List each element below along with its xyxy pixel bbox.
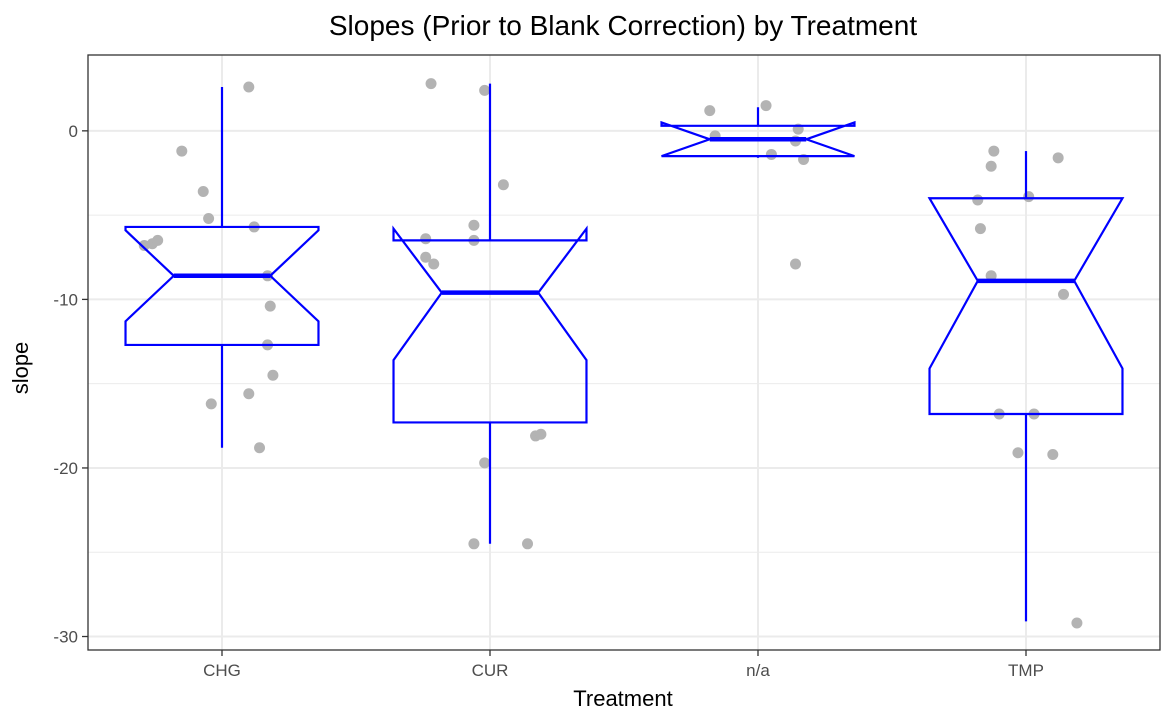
data-point xyxy=(176,145,188,157)
data-point xyxy=(420,233,432,245)
x-tick-label: CUR xyxy=(472,661,509,680)
data-point xyxy=(972,194,984,206)
data-point xyxy=(428,258,440,270)
data-point xyxy=(468,219,480,231)
data-point xyxy=(468,538,480,550)
data-point xyxy=(205,398,217,410)
data-point xyxy=(497,179,509,191)
data-point xyxy=(704,105,716,117)
y-axis-title: slope xyxy=(8,342,33,395)
data-point xyxy=(1058,288,1070,300)
boxplot-na xyxy=(660,107,856,158)
data-point xyxy=(203,212,215,224)
data-point xyxy=(1012,447,1024,459)
data-point xyxy=(1047,448,1059,460)
data-point xyxy=(243,388,255,400)
data-point xyxy=(790,258,802,270)
grid xyxy=(88,55,1160,650)
data-point xyxy=(985,160,997,172)
data-point xyxy=(254,442,266,454)
data-point xyxy=(1052,152,1064,164)
boxplot-chg xyxy=(124,87,320,448)
data-point xyxy=(988,145,1000,157)
axes: 0 -10 -20 -30 CHG CUR n/a TMP xyxy=(53,122,1044,680)
data-point xyxy=(522,538,534,550)
data-point xyxy=(535,428,547,440)
y-tick-label: -10 xyxy=(53,290,78,309)
jitter-points xyxy=(138,78,1083,629)
data-point xyxy=(264,300,276,312)
y-tick-label: -30 xyxy=(53,628,78,647)
data-point xyxy=(425,78,437,90)
x-tick-label: CHG xyxy=(203,661,241,680)
data-point xyxy=(974,223,986,235)
notched-box xyxy=(124,225,320,347)
boxplot-cur xyxy=(392,83,588,544)
data-point xyxy=(985,270,997,282)
data-point xyxy=(420,251,432,263)
notched-box xyxy=(392,225,588,424)
notched-box xyxy=(927,197,1125,416)
x-tick-label: n/a xyxy=(746,661,770,680)
data-point xyxy=(765,148,777,160)
x-axis-title: Treatment xyxy=(573,686,672,711)
data-point xyxy=(479,457,491,469)
boxplot-tmp xyxy=(927,151,1125,622)
data-point xyxy=(1071,617,1083,629)
y-tick-label: -20 xyxy=(53,459,78,478)
x-tick-label: TMP xyxy=(1008,661,1044,680)
panel-border xyxy=(87,54,1161,651)
data-point xyxy=(267,369,279,381)
data-point xyxy=(479,84,491,96)
data-point xyxy=(243,81,255,93)
data-point xyxy=(760,100,772,112)
data-point xyxy=(152,234,164,246)
data-point xyxy=(197,186,209,198)
notched-box xyxy=(660,120,856,158)
boxplots xyxy=(124,83,1125,622)
chart-title: Slopes (Prior to Blank Correction) by Tr… xyxy=(329,10,917,41)
y-tick-label: 0 xyxy=(69,122,78,141)
data-point xyxy=(1023,191,1035,203)
